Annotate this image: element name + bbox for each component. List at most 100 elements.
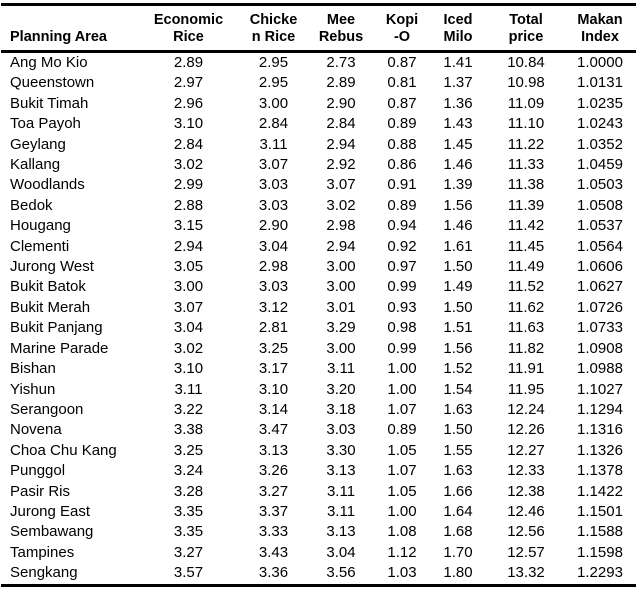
value-cell-chicken-rice: 2.84 — [258, 115, 289, 133]
value-cell-economic-rice: 3.35 — [173, 502, 204, 520]
value-cell-economic-rice: 3.57 — [173, 564, 204, 582]
value-cell-kopi-o: 0.89 — [387, 421, 417, 439]
value-cell-makan-index: 1.0627 — [577, 278, 623, 296]
column-header-planning-area: Planning Area — [10, 29, 107, 45]
table-row: Kallang 3.02 3.07 2.92 0.86 1.46 11.33 1.0459 — [1, 155, 636, 175]
value-cell-kopi-o: 0.86 — [387, 156, 417, 174]
value-cell-economic-rice: 2.88 — [173, 196, 204, 214]
value-cell-kopi-o: 1.12 — [387, 543, 417, 561]
value-cell-chicken-rice: 3.10 — [258, 380, 289, 398]
value-cell-mee-rebus: 3.18 — [326, 400, 356, 418]
value-cell-kopi-o: 0.81 — [387, 74, 417, 92]
table-row: Bukit Panjang 3.04 2.81 3.29 0.98 1.51 11.63 1.… — [1, 318, 636, 338]
table-row: Sengkang 3.57 3.36 3.56 1.03 1.80 13.32 1.2293 — [1, 563, 636, 585]
value-cell-iced-milo: 1.64 — [443, 502, 473, 520]
value-cell-chicken-rice: 3.03 — [258, 196, 289, 214]
table-row: Marine Parade 3.02 3.25 3.00 0.99 1.56 11.82 1.… — [1, 339, 636, 359]
value-cell-iced-milo: 1.54 — [443, 380, 473, 398]
value-cell-chicken-rice: 3.37 — [258, 502, 289, 520]
value-cell-chicken-rice: 3.33 — [258, 523, 289, 541]
value-cell-chicken-rice: 3.43 — [258, 543, 289, 561]
value-cell-economic-rice: 3.38 — [173, 421, 204, 439]
value-cell-total-price: 12.38 — [507, 482, 545, 500]
planning-area-cell: Sengkang — [10, 564, 78, 582]
planning-area-cell: Toa Payoh — [10, 115, 81, 133]
value-cell-chicken-rice: 3.14 — [258, 400, 289, 418]
value-cell-iced-milo: 1.37 — [443, 74, 473, 92]
value-cell-total-price: 13.32 — [507, 564, 545, 582]
value-cell-total-price: 11.10 — [507, 115, 545, 133]
value-cell-mee-rebus: 3.56 — [326, 564, 356, 582]
column-header-kopi-o: Kopi -O — [385, 12, 419, 45]
planning-area-cell: Bedok — [10, 196, 53, 214]
value-cell-kopi-o: 1.07 — [387, 462, 417, 480]
value-cell-economic-rice: 3.10 — [173, 115, 204, 133]
value-cell-makan-index: 1.0352 — [577, 135, 623, 153]
value-cell-iced-milo: 1.66 — [443, 482, 473, 500]
value-cell-makan-index: 1.1588 — [577, 523, 623, 541]
value-cell-iced-milo: 1.46 — [443, 156, 473, 174]
value-cell-iced-milo: 1.56 — [443, 196, 473, 214]
value-cell-mee-rebus: 3.07 — [326, 176, 356, 194]
planning-area-cell: Bishan — [10, 360, 56, 378]
value-cell-economic-rice: 3.35 — [173, 523, 204, 541]
value-cell-kopi-o: 1.03 — [387, 564, 417, 582]
value-cell-kopi-o: 0.98 — [387, 319, 417, 337]
value-cell-makan-index: 1.1316 — [577, 421, 623, 439]
value-cell-total-price: 11.42 — [507, 217, 545, 235]
value-cell-total-price: 12.46 — [507, 502, 545, 520]
value-cell-mee-rebus: 3.02 — [326, 196, 356, 214]
value-cell-total-price: 11.95 — [507, 380, 545, 398]
value-cell-iced-milo: 1.45 — [443, 135, 473, 153]
value-cell-chicken-rice: 2.98 — [258, 258, 289, 276]
column-header-makan-index: Makan Index — [577, 12, 623, 45]
value-cell-total-price: 11.45 — [507, 237, 545, 255]
value-cell-economic-rice: 3.02 — [173, 339, 204, 357]
value-cell-makan-index: 1.1027 — [577, 380, 623, 398]
table-body: Ang Mo Kio 2.89 2.95 2.73 0.87 1.41 10.84 1.000… — [1, 52, 636, 586]
table-row: Punggol 3.24 3.26 3.13 1.07 1.63 12.33 1.1378 — [1, 461, 636, 481]
value-cell-kopi-o: 0.87 — [387, 54, 417, 71]
value-cell-kopi-o: 1.00 — [387, 380, 417, 398]
value-cell-makan-index: 1.0131 — [577, 74, 623, 92]
value-cell-mee-rebus: 3.13 — [326, 462, 356, 480]
value-cell-makan-index: 1.0503 — [577, 176, 623, 194]
value-cell-total-price: 12.27 — [507, 441, 545, 459]
value-cell-mee-rebus: 3.00 — [326, 258, 356, 276]
value-cell-economic-rice: 3.04 — [173, 319, 204, 337]
value-cell-economic-rice: 2.94 — [173, 237, 204, 255]
value-cell-mee-rebus: 3.00 — [326, 278, 356, 296]
planning-area-cell: Choa Chu Kang — [10, 441, 117, 459]
value-cell-iced-milo: 1.50 — [443, 421, 473, 439]
value-cell-kopi-o: 0.91 — [387, 176, 417, 194]
value-cell-makan-index: 1.0606 — [577, 258, 623, 276]
column-header-iced-milo: Iced Milo — [443, 12, 473, 45]
value-cell-iced-milo: 1.43 — [443, 115, 473, 133]
value-cell-mee-rebus: 3.11 — [326, 502, 356, 520]
table-row: Tampines 3.27 3.43 3.04 1.12 1.70 12.57 1.1598 — [1, 543, 636, 563]
table-row: Woodlands 2.99 3.03 3.07 0.91 1.39 11.38 1.0503 — [1, 175, 636, 195]
value-cell-makan-index: 1.0908 — [577, 339, 623, 357]
value-cell-makan-index: 1.1598 — [577, 543, 623, 561]
value-cell-total-price: 10.98 — [507, 74, 545, 92]
table-row: Bedok 2.88 3.03 3.02 0.89 1.56 11.39 1.0508 — [1, 196, 636, 216]
planning-area-cell: Serangoon — [10, 400, 84, 418]
table-row: Sembawang 3.35 3.33 3.13 1.08 1.68 12.56 1.1588 — [1, 522, 636, 542]
value-cell-total-price: 11.63 — [507, 319, 545, 337]
value-cell-kopi-o: 0.94 — [387, 217, 417, 235]
planning-area-cell: Bukit Batok — [10, 278, 86, 296]
value-cell-mee-rebus: 3.20 — [326, 380, 356, 398]
value-cell-iced-milo: 1.46 — [443, 217, 473, 235]
value-cell-economic-rice: 3.24 — [173, 462, 204, 480]
value-cell-kopi-o: 0.93 — [387, 298, 417, 316]
value-cell-mee-rebus: 2.84 — [326, 115, 356, 133]
value-cell-chicken-rice: 3.07 — [258, 156, 289, 174]
value-cell-total-price: 11.49 — [507, 258, 545, 276]
value-cell-makan-index: 1.0726 — [577, 298, 623, 316]
value-cell-makan-index: 1.0733 — [577, 319, 623, 337]
value-cell-iced-milo: 1.50 — [443, 298, 473, 316]
value-cell-iced-milo: 1.55 — [443, 441, 473, 459]
value-cell-chicken-rice: 3.26 — [258, 462, 289, 480]
value-cell-makan-index: 1.0243 — [577, 115, 623, 133]
value-cell-total-price: 10.84 — [507, 54, 545, 71]
